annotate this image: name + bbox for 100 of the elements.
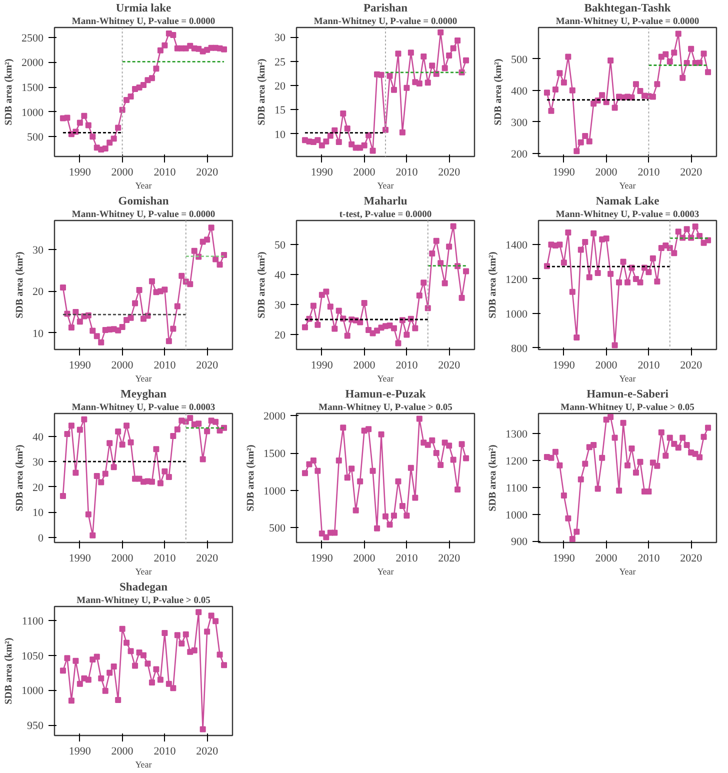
x-tick-label: 2020 xyxy=(680,552,703,564)
y-tick-label: 2000 xyxy=(264,410,286,423)
y-tick-label: 1000 xyxy=(506,308,528,320)
x-tick-label: 2020 xyxy=(680,166,703,178)
chart-title: Meyghan xyxy=(120,388,168,400)
x-axis-title: Year xyxy=(135,374,152,384)
x-tick-label: 2020 xyxy=(680,360,703,372)
x-tick-label: 2010 xyxy=(396,360,418,372)
y-axis-title: SDB area (km²) xyxy=(488,444,498,512)
y-tick-label: 1000 xyxy=(22,685,44,698)
x-tick-label: 2000 xyxy=(595,360,618,372)
x-tick-label: 2000 xyxy=(353,552,376,564)
x-tick-label: 2020 xyxy=(438,360,461,372)
x-axis-title: Year xyxy=(135,760,152,770)
chart-subtitle: Mann-Whitney U, P-value = 0.0000 xyxy=(72,17,216,27)
x-tick-label: 1990 xyxy=(310,166,334,178)
chart-subtitle: Mann-Whitney U, P-value > 0.05 xyxy=(560,403,695,413)
y-axis-title: SDB area (km²) xyxy=(488,252,498,318)
chart-subtitle: Mann-Whitney U, P-value = 0.0000 xyxy=(556,17,700,27)
x-tick-label: 2000 xyxy=(595,166,618,178)
y-tick-label: 50 xyxy=(274,240,286,252)
y-axis-title: SDB area (km²) xyxy=(493,58,504,126)
y-tick-label: 2000 xyxy=(22,57,44,70)
y-tick-label: 1000 xyxy=(264,485,286,498)
x-axis-title: Year xyxy=(377,566,394,576)
x-axis-title: Year xyxy=(377,180,394,190)
x-tick-label: 2020 xyxy=(196,746,219,758)
y-tick-label: 1400 xyxy=(506,240,528,252)
x-tick-label: 2020 xyxy=(196,166,219,178)
y-axis-title: SDB area (km²) xyxy=(4,638,14,704)
y-tick-label: 1100 xyxy=(22,615,44,628)
y-tick-label: 300 xyxy=(511,116,528,129)
x-tick-label: 2010 xyxy=(154,166,176,178)
x-tick-label: 2000 xyxy=(353,360,376,372)
y-tick-label: 1300 xyxy=(506,428,528,441)
y-tick-label: 30 xyxy=(32,244,44,257)
y-axis-title: SDB area (km²) xyxy=(14,252,26,318)
y-tick-label: 20 xyxy=(274,330,286,342)
y-tick-label: 400 xyxy=(511,85,528,98)
y-tick-label: 40 xyxy=(32,431,44,444)
y-tick-label: 2500 xyxy=(22,32,44,44)
chart-subtitle: Mann-Whitney U, P-value = 0.0003 xyxy=(556,210,700,220)
x-tick-label: 2000 xyxy=(111,166,134,178)
chart-title: Shadegan xyxy=(120,582,168,594)
x-axis-title: Year xyxy=(135,566,152,576)
x-tick-label: 1990 xyxy=(310,360,334,372)
x-tick-label: 1990 xyxy=(552,552,576,564)
y-tick-label: 30 xyxy=(274,32,286,44)
y-tick-label: 15 xyxy=(274,104,286,117)
x-tick-label: 2000 xyxy=(111,552,134,564)
chart-subtitle: Mann-Whitney U, P-value > 0.05 xyxy=(318,403,453,413)
y-axis-title: SDB area (km²) xyxy=(4,58,14,126)
y-tick-label: 25 xyxy=(274,56,286,68)
x-tick-label: 2010 xyxy=(154,746,176,758)
y-tick-label: 40 xyxy=(274,270,286,282)
y-axis-title: SDB area (km²) xyxy=(14,444,26,512)
x-tick-label: 2010 xyxy=(154,360,176,372)
x-tick-label: 1990 xyxy=(68,552,92,564)
chart-title: Urmia lake xyxy=(116,2,172,14)
chart-subtitle: Mann-Whitney U, P-value > 0.05 xyxy=(76,596,211,606)
x-tick-label: 2000 xyxy=(111,746,134,758)
y-tick-label: 10 xyxy=(32,507,44,520)
y-tick-label: 1500 xyxy=(22,82,44,94)
y-tick-label: 800 xyxy=(511,342,528,355)
y-tick-label: 1500 xyxy=(264,448,286,460)
y-tick-label: 900 xyxy=(511,536,528,548)
y-tick-label: 1100 xyxy=(506,482,528,494)
y-tick-label: 1050 xyxy=(22,650,44,662)
chart-title: Maharlu xyxy=(364,196,408,208)
chart-title: Hamun-e-Saberi xyxy=(586,388,670,400)
y-tick-label: 1000 xyxy=(22,106,44,119)
x-tick-label: 2010 xyxy=(638,360,660,372)
x-tick-label: 2010 xyxy=(396,166,418,178)
y-tick-label: 30 xyxy=(274,300,286,312)
chart-title: Gomishan xyxy=(118,196,170,208)
chart-title: Bakhtegan-Tashk xyxy=(584,2,672,14)
x-tick-label: 1990 xyxy=(552,360,576,372)
y-tick-label: 500 xyxy=(269,522,286,535)
x-tick-label: 1990 xyxy=(68,166,92,178)
chart-subtitle: Mann-Whitney U, P-value = 0.0003 xyxy=(72,403,216,413)
x-axis-title: Year xyxy=(135,180,152,190)
x-tick-label: 2020 xyxy=(196,552,219,564)
y-tick-label: 0 xyxy=(38,532,44,544)
y-tick-label: 500 xyxy=(27,132,44,144)
x-tick-label: 2010 xyxy=(638,552,660,564)
chart-title: Parishan xyxy=(363,2,408,14)
y-tick-label: 1200 xyxy=(506,274,528,286)
x-tick-label: 1990 xyxy=(68,746,92,758)
x-tick-label: 2000 xyxy=(595,552,618,564)
x-tick-label: 2010 xyxy=(638,166,660,178)
y-axis-title: SDB area (km²) xyxy=(256,58,268,126)
x-tick-label: 2020 xyxy=(196,360,219,372)
x-tick-label: 1990 xyxy=(552,166,576,178)
y-tick-label: 10 xyxy=(32,328,44,340)
x-tick-label: 2010 xyxy=(154,552,176,564)
chart-subtitle: t-test, P-value = 0.0000 xyxy=(339,210,432,220)
x-axis-title: Year xyxy=(619,180,636,190)
x-axis-title: Year xyxy=(619,374,636,384)
x-tick-label: 1990 xyxy=(68,360,92,372)
x-tick-label: 2000 xyxy=(111,360,134,372)
